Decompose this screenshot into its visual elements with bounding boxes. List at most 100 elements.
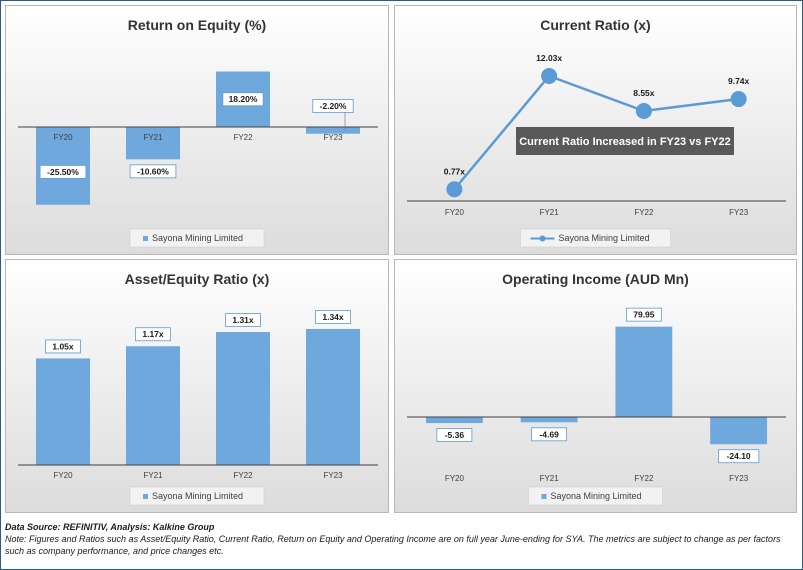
- cr-chart-title: Current Ratio (x): [540, 17, 650, 33]
- aer-chart-title: Asset/Equity Ratio (x): [125, 271, 270, 287]
- aer-legend-swatch: [143, 494, 148, 499]
- aer-chart-svg: Asset/Equity Ratio (x) FY20 FY21 FY22 FY23 1.…: [18, 271, 378, 506]
- oi-chart-title: Operating Income (AUD Mn): [502, 271, 689, 287]
- oi-tick-label: FY21: [540, 474, 560, 483]
- cr-legend-box: [520, 228, 671, 248]
- aer-tick-label: FY21: [143, 471, 163, 480]
- roe-data-label-fy22: 18.20%: [222, 92, 264, 107]
- roe-tick-label: FY22: [233, 133, 253, 142]
- roe-data-label-fy23: -2.20%: [312, 99, 354, 113]
- aer-data-label-fy20: 1.05x: [45, 339, 81, 354]
- aer-data-label-fy21-text: 1.17x: [142, 329, 164, 339]
- oi-data-label-fy21-text: -4.69: [539, 429, 559, 439]
- roe-data-label-fy20-text: -25.50%: [47, 167, 79, 177]
- cr-annotation-text: Current Ratio Increased in FY23 vs FY22: [519, 136, 731, 148]
- roe-data-label-fy23-box: [312, 99, 354, 113]
- roe-tick-label: FY20: [53, 133, 73, 142]
- cr-tick-label: FY22: [634, 208, 654, 217]
- roe-data-label-fy21-text: -10.60%: [137, 166, 169, 176]
- aer-data-label-fy21: 1.17x: [135, 327, 171, 342]
- oi-data-label-fy20: -5.36: [436, 428, 473, 442]
- aer-data-label-fy20-text: 1.05x: [52, 341, 74, 351]
- oi-data-label-fy20-box: [436, 428, 473, 442]
- operating-income-chart-panel: Operating Income (AUD Mn) FY20 FY21 FY22 FY2…: [394, 259, 797, 513]
- aer-data-label-fy21-box: [135, 327, 171, 342]
- aer-legend: Sayona Mining Limited: [129, 486, 265, 506]
- oi-bar-fy20: [425, 417, 483, 424]
- roe-chart-title: Return on Equity (%): [128, 17, 266, 33]
- aer-data-label-fy20-box: [45, 339, 81, 354]
- cr-data-label-fy20: 0.77x: [444, 166, 466, 176]
- aer-data-label-fy22-box: [225, 313, 261, 327]
- oi-legend: Sayona Mining Limited: [528, 486, 663, 506]
- cr-point-fy22: [635, 103, 652, 120]
- oi-legend-swatch: [541, 494, 547, 499]
- aer-legend-label: Sayona Mining Limited: [152, 491, 243, 501]
- oi-chart-svg: Operating Income (AUD Mn) FY20 FY21 FY22 FY2…: [407, 271, 786, 506]
- oi-bar-fy23: [710, 417, 768, 445]
- oi-data-label-fy21-box: [531, 427, 568, 442]
- roe-chart-panel: Return on Equity (%) FY20 FY21 FY22 FY23 -25.…: [5, 5, 389, 255]
- roe-bar-fy23: [306, 127, 360, 134]
- note-line: Note: Figures and Ratios such as Asset/E…: [5, 534, 781, 556]
- asset-equity-chart-panel: Asset/Equity Ratio (x) FY20 FY21 FY22 FY23 1.…: [5, 259, 389, 513]
- aer-tick-label: FY20: [53, 471, 73, 480]
- oi-tick-label: FY22: [634, 474, 654, 483]
- cr-legend-label: Sayona Mining Limited: [559, 233, 650, 243]
- oi-tick-label: FY23: [729, 474, 749, 483]
- cr-annotation: Current Ratio Increased in FY23 vs FY22: [516, 127, 734, 155]
- aer-data-label-fy23-text: 1.34x: [322, 312, 344, 322]
- oi-data-label-fy22: 79.95: [625, 307, 662, 322]
- roe-legend: Sayona Mining Limited: [129, 228, 265, 248]
- cr-tick-label: FY21: [540, 208, 560, 217]
- cr-point-fy20: [446, 181, 463, 198]
- oi-data-label-fy22-box: [625, 307, 662, 322]
- aer-data-label-fy22-text: 1.31x: [232, 315, 254, 325]
- oi-data-label-fy23-text: -24.10: [727, 451, 751, 461]
- footer-notes: Data Source: REFINITIV, Analysis: Kalkin…: [5, 521, 795, 557]
- roe-data-label-fy20-box: [39, 164, 87, 179]
- roe-legend-label: Sayona Mining Limited: [152, 233, 243, 243]
- cr-tick-label: FY23: [729, 208, 749, 217]
- roe-data-label-fy23-text: -2.20%: [320, 101, 347, 111]
- data-source-line: Data Source: REFINITIV, Analysis: Kalkin…: [5, 522, 215, 532]
- roe-legend-swatch: [143, 236, 148, 241]
- aer-tick-label: FY22: [233, 471, 253, 480]
- cr-legend: Sayona Mining Limited: [520, 228, 671, 248]
- oi-bar-fy22: [615, 326, 673, 417]
- aer-bar-fy23: [306, 328, 360, 465]
- cr-series-line: [453, 74, 739, 191]
- current-ratio-chart-panel: Current Ratio (x) 0.77x 12.03x 8.55x 9.74x FY…: [394, 5, 797, 255]
- cr-annotation-box: [516, 127, 734, 155]
- roe-data-label-fy21-box: [129, 164, 177, 179]
- oi-data-label-fy23-box: [718, 449, 760, 464]
- aer-data-label-fy23-box: [315, 310, 351, 324]
- aer-bar-fy20: [36, 358, 90, 465]
- roe-data-label-fy20: -25.50%: [39, 164, 87, 179]
- aer-bar-fy22: [216, 332, 270, 465]
- aer-legend-box: [129, 486, 265, 506]
- roe-data-label-fy22-box: [222, 92, 264, 107]
- aer-data-label-fy22: 1.31x: [225, 313, 261, 327]
- aer-data-label-fy23: 1.34x: [315, 310, 351, 324]
- oi-data-label-fy22-text: 79.95: [633, 310, 655, 320]
- roe-tick-label: FY23: [323, 133, 343, 142]
- cr-point-fy23: [730, 91, 747, 108]
- oi-data-label-fy23: -24.10: [718, 449, 760, 464]
- aer-tick-label: FY23: [323, 471, 343, 480]
- cr-point-fy21: [541, 68, 558, 84]
- roe-data-label-fy21: -10.60%: [129, 164, 177, 179]
- cr-chart-svg: Current Ratio (x) 0.77x 12.03x 8.55x 9.74x FY…: [407, 17, 786, 248]
- oi-legend-label: Sayona Mining Limited: [551, 491, 642, 501]
- roe-chart-svg: Return on Equity (%) FY20 FY21 FY22 FY23 -25.…: [18, 17, 378, 248]
- oi-legend-box: [528, 486, 663, 506]
- roe-legend-box: [129, 228, 265, 248]
- roe-data-label-fy22-text: 18.20%: [229, 94, 258, 104]
- cr-data-label-fy23: 9.74x: [728, 76, 750, 86]
- roe-tick-label: FY21: [143, 133, 163, 142]
- oi-data-label-fy20-text: -5.36: [445, 430, 465, 440]
- aer-bar-fy21: [126, 346, 180, 465]
- roe-bar-fy21: [126, 127, 180, 160]
- cr-data-label-fy22: 8.55x: [633, 88, 655, 98]
- oi-tick-label: FY20: [445, 474, 465, 483]
